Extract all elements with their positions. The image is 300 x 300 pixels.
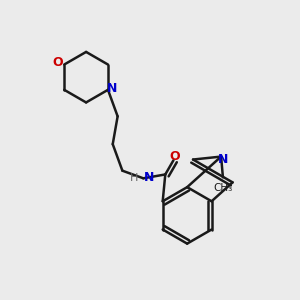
Text: CH₃: CH₃ [213,183,232,193]
Text: H: H [130,173,138,183]
Text: N: N [218,153,229,166]
Text: O: O [52,56,63,69]
Text: O: O [169,150,180,163]
Text: N: N [107,82,117,95]
Text: N: N [144,171,154,184]
